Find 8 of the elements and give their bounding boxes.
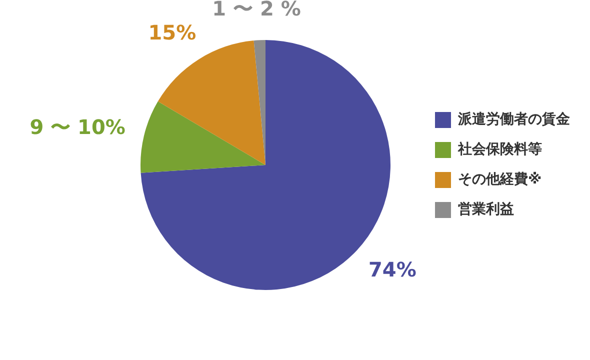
- data-label: 15%: [148, 20, 196, 44]
- data-label: 9 〜 10%: [30, 115, 126, 140]
- legend-label: その他経費※: [458, 172, 542, 188]
- legend-label: 社会保険料等: [457, 142, 542, 158]
- data-label: 1 〜 2 %: [212, 0, 301, 20]
- legend-label: 派遣労働者の賃金: [457, 112, 571, 128]
- legend-label: 営業利益: [458, 202, 514, 218]
- data-label: 74%: [368, 257, 416, 282]
